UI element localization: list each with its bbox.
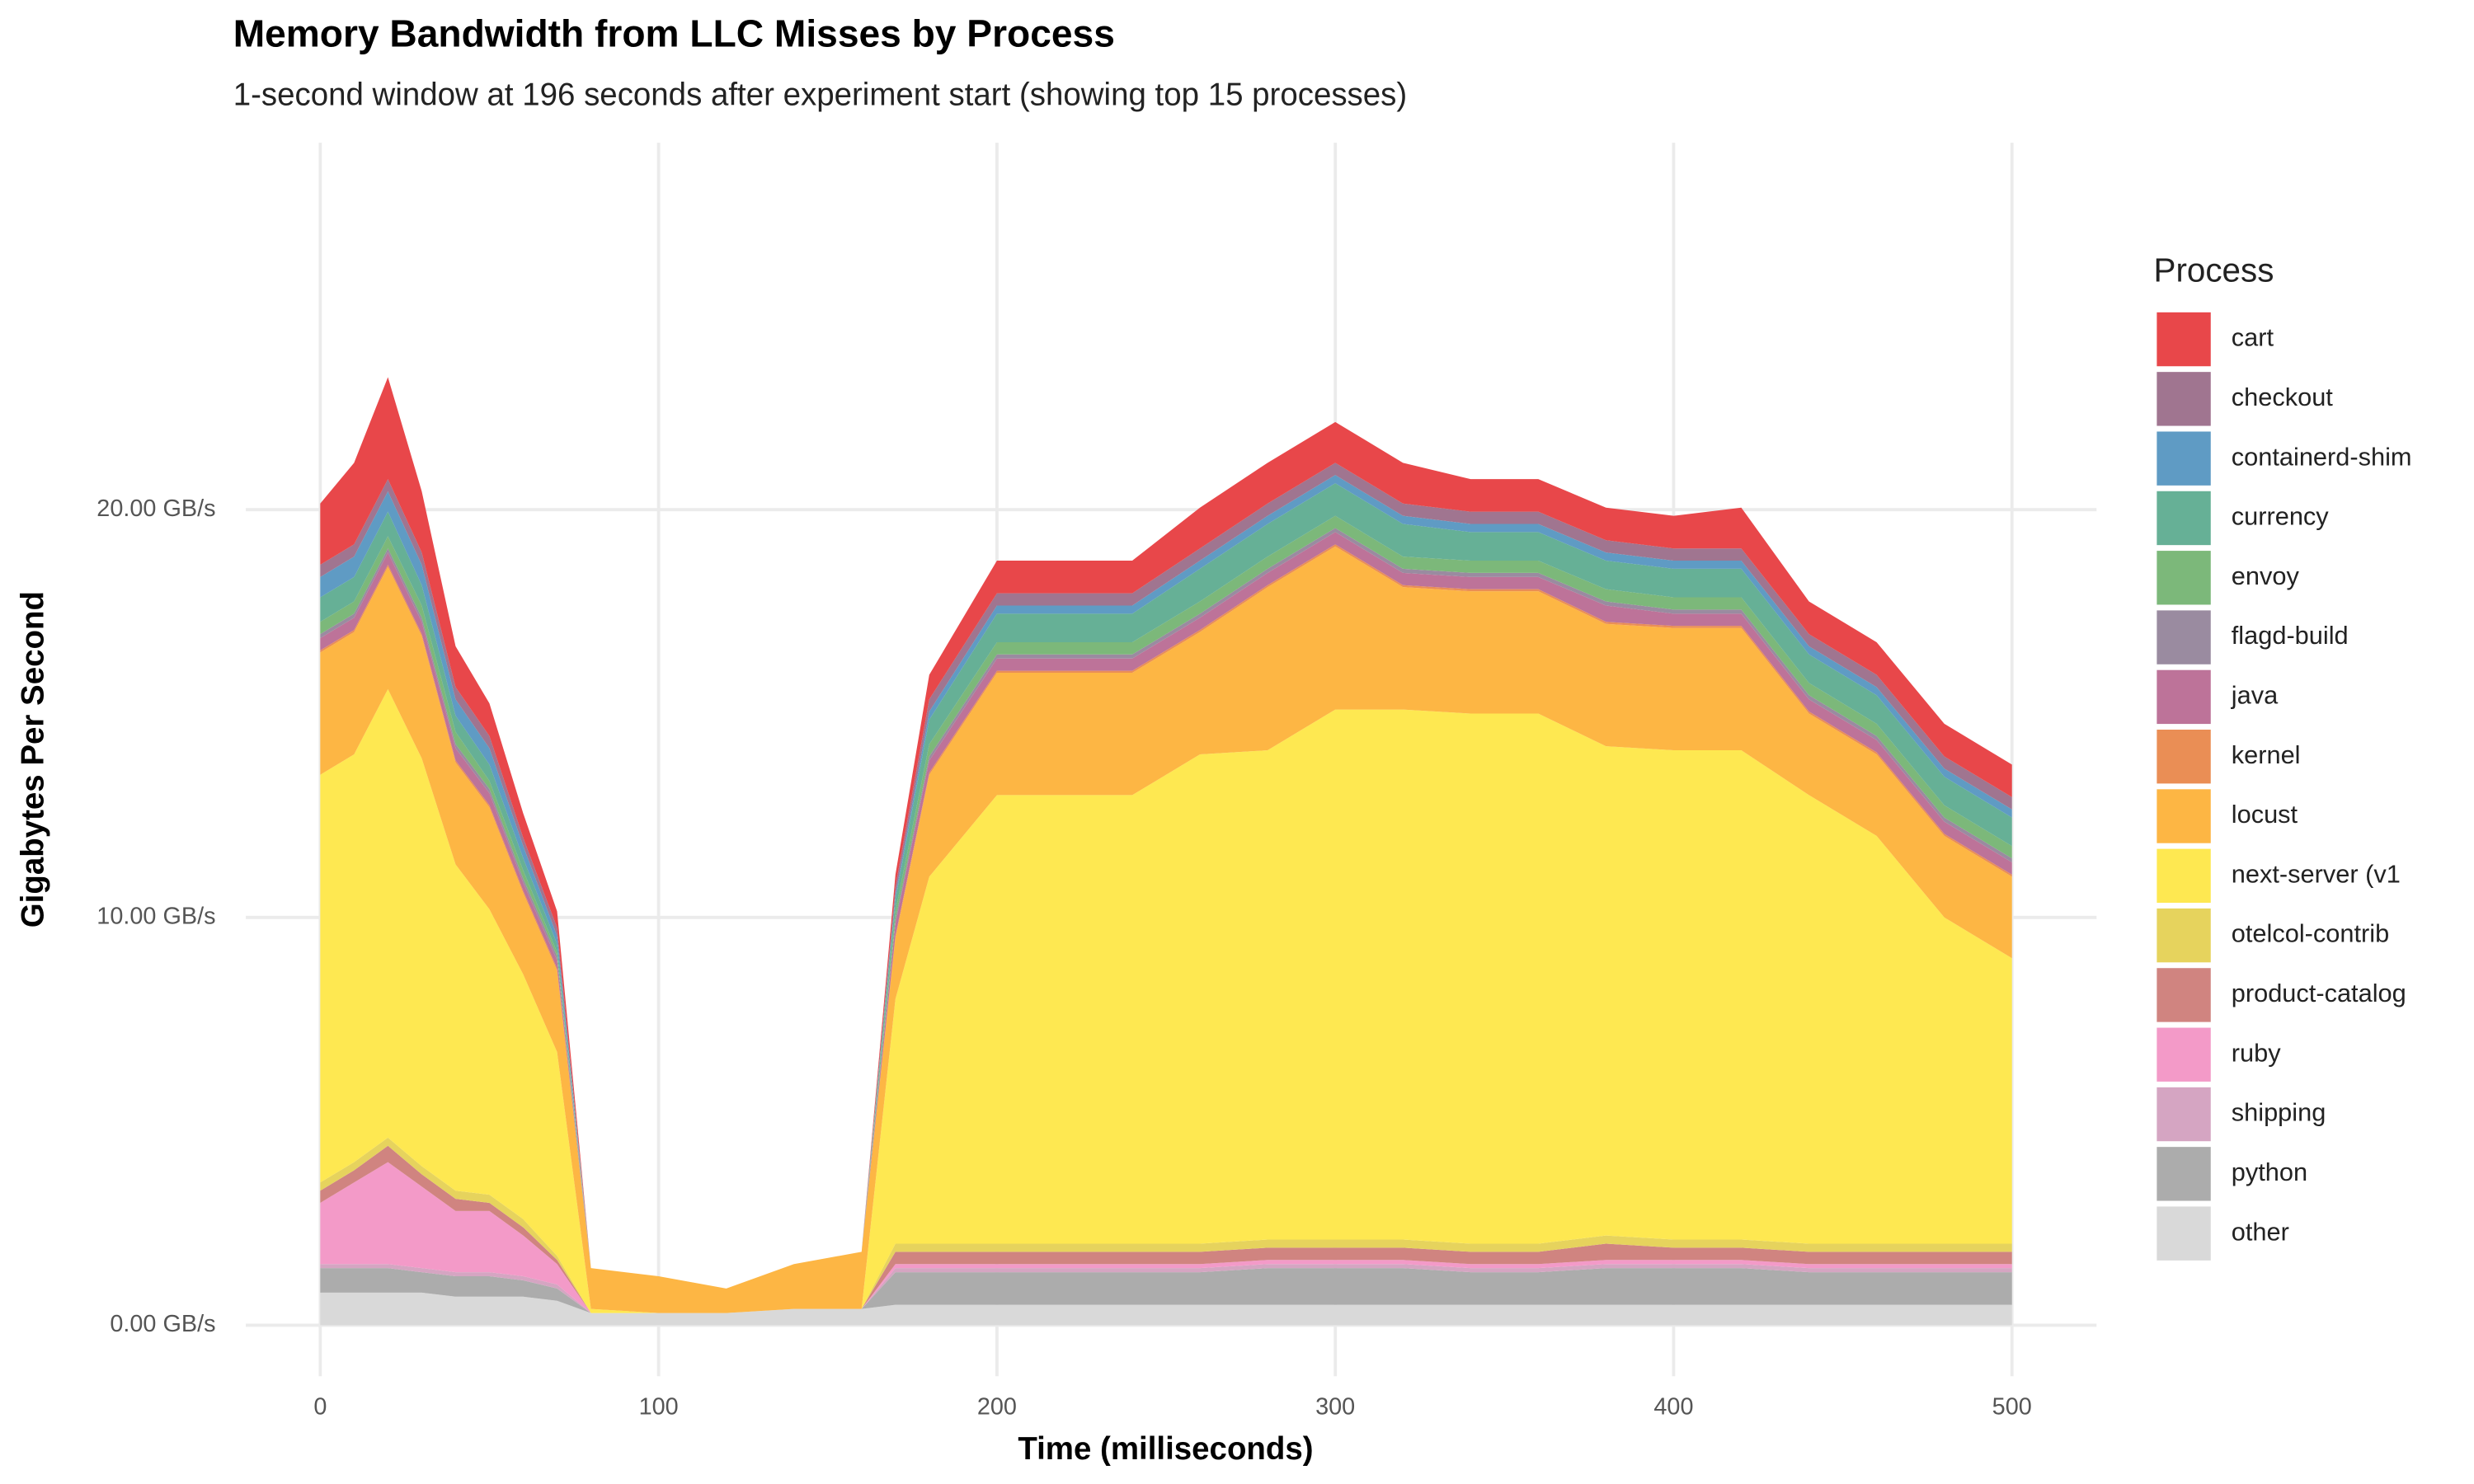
- x-tick-label: 500: [1992, 1393, 2032, 1420]
- legend: cart checkout containerd-shim currency envoy…: [2157, 312, 2412, 1261]
- y-tick-label: 0.00 GB/s: [110, 1311, 215, 1337]
- legend-key: [2157, 1087, 2211, 1142]
- y-tick-label: 10.00 GB/s: [96, 903, 215, 929]
- legend-key: [2157, 669, 2211, 725]
- legend-key: [2157, 968, 2211, 1022]
- x-tick-label: 0: [313, 1393, 327, 1420]
- legend-key: [2157, 312, 2211, 367]
- legend-label: ruby: [2232, 1038, 2281, 1067]
- legend-key: [2157, 789, 2211, 843]
- legend-key: [2157, 1027, 2211, 1082]
- legend-label: currency: [2232, 502, 2330, 531]
- x-tick-label: 300: [1315, 1393, 1355, 1420]
- legend-key: [2157, 551, 2211, 605]
- legend-label: flagd-build: [2232, 621, 2349, 650]
- legend-key: [2157, 1147, 2211, 1201]
- legend-title: Process: [2154, 251, 2274, 289]
- x-tick-label: 100: [639, 1393, 679, 1420]
- legend-label: checkout: [2232, 383, 2334, 411]
- legend-label: java: [2231, 681, 2279, 710]
- legend-key: [2157, 491, 2211, 546]
- legend-key: [2157, 610, 2211, 665]
- legend-label: next-server (v1: [2232, 859, 2401, 888]
- legend-label: shipping: [2232, 1098, 2326, 1127]
- area: [320, 688, 2012, 1313]
- area: [320, 546, 2012, 1313]
- legend-label: containerd-shim: [2232, 442, 2412, 471]
- area: [320, 377, 2012, 1289]
- legend-key: [2157, 372, 2211, 426]
- legend-key: [2157, 431, 2211, 486]
- legend-label: product-catalog: [2232, 979, 2406, 1007]
- legend-key: [2157, 848, 2211, 903]
- legend-label: locust: [2232, 800, 2298, 829]
- legend-label: other: [2232, 1217, 2289, 1246]
- legend-key: [2157, 908, 2211, 963]
- y-axis-title: Gigabytes Per Second: [15, 591, 50, 928]
- chart-subtitle: 1-second window at 196 seconds after exp…: [233, 77, 1408, 112]
- x-tick-label: 400: [1653, 1393, 1693, 1420]
- area: [320, 1264, 2012, 1313]
- legend-label: python: [2232, 1158, 2307, 1186]
- y-tick-label: 20.00 GB/s: [96, 495, 215, 522]
- area: [320, 1292, 2012, 1326]
- legend-label: otelcol-contrib: [2232, 919, 2389, 948]
- legend-label: envoy: [2232, 561, 2300, 590]
- legend-label: kernel: [2232, 740, 2301, 769]
- legend-key: [2157, 1206, 2211, 1261]
- legend-key: [2157, 730, 2211, 784]
- legend-label: cart: [2232, 323, 2274, 352]
- x-axis-title: Time (milliseconds): [1018, 1431, 1313, 1467]
- chart-title: Memory Bandwidth from LLC Misses by Proc…: [233, 12, 1115, 54]
- x-tick-label: 200: [977, 1393, 1017, 1420]
- area: [320, 1268, 2012, 1313]
- plot-area: [320, 377, 2012, 1326]
